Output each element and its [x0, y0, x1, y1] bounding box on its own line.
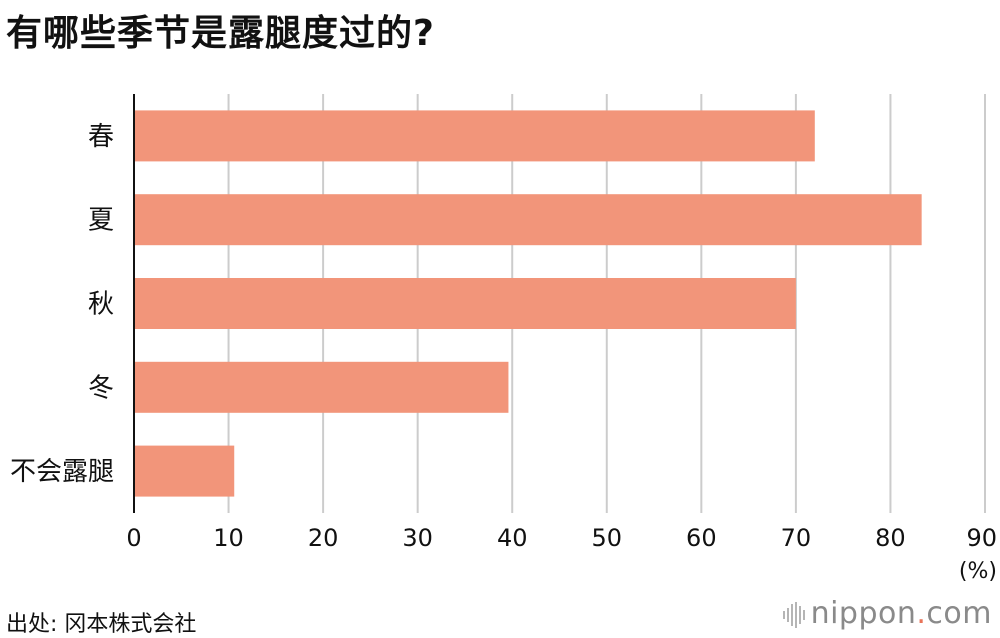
- x-axis-unit: (%): [959, 559, 997, 584]
- bar: [134, 445, 235, 497]
- x-tick-label: 80: [875, 524, 906, 552]
- brand-dot: .: [916, 596, 927, 631]
- bars: [134, 110, 922, 497]
- x-tick-label: 0: [126, 524, 141, 552]
- x-tick-label: 60: [686, 524, 717, 552]
- category-label: 春: [88, 122, 114, 152]
- brand-name: nippon: [810, 596, 917, 631]
- bar: [134, 278, 796, 329]
- sound-wave-icon: [782, 601, 805, 628]
- bar: [134, 194, 922, 246]
- category-label: 秋: [88, 290, 114, 320]
- x-tick-label: 90: [966, 524, 997, 552]
- x-tick-labels: 0 10 20 30 40 50 60 70 80 90: [126, 524, 997, 552]
- x-tick-label: 70: [781, 524, 812, 552]
- x-tick-label: 50: [592, 524, 623, 552]
- x-tick-label: 10: [213, 524, 244, 552]
- category-label: 夏: [88, 206, 114, 236]
- chart-title: 有哪些季节是露腿度过的?: [6, 13, 435, 54]
- source-note: 出处: 冈本株式会社: [6, 612, 197, 637]
- nippon-logo: nippon.com: [782, 596, 992, 631]
- bar: [134, 361, 509, 413]
- x-tick-label: 30: [402, 524, 433, 552]
- brand-tld: com: [926, 596, 992, 631]
- bar: [134, 110, 815, 162]
- x-tick-label: 20: [308, 524, 339, 552]
- category-label: 冬: [88, 373, 114, 403]
- category-label: 不会露腿: [10, 457, 114, 487]
- x-tick-label: 40: [497, 524, 528, 552]
